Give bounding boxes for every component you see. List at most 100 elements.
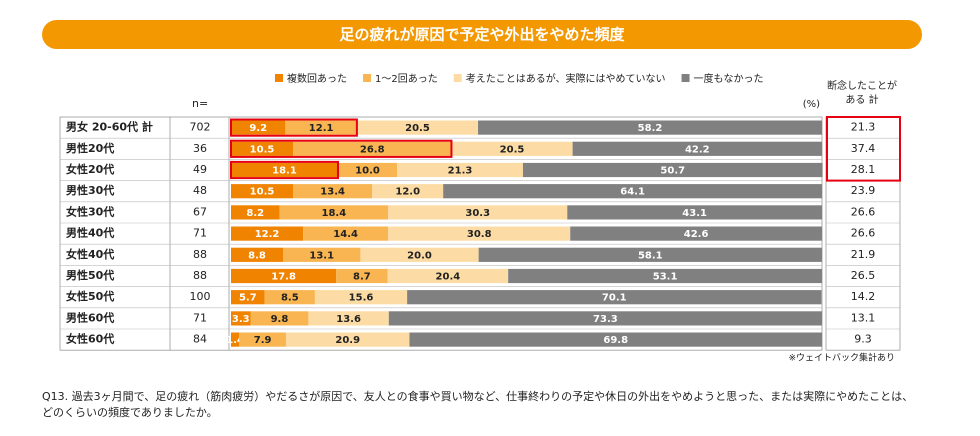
- value-label: 50.7: [660, 166, 685, 177]
- legend-swatch: [681, 74, 690, 82]
- n-value: 49: [193, 163, 207, 176]
- value-label: 53.1: [653, 272, 678, 283]
- bar-segment: [360, 247, 479, 262]
- value-label: 58.1: [638, 250, 663, 261]
- bar-segment: [388, 311, 822, 326]
- value-label: 7.9: [254, 335, 272, 346]
- value-label: 70.1: [602, 293, 627, 304]
- n-value: 71: [193, 227, 207, 240]
- value-label: 43.1: [682, 208, 707, 219]
- value-label: 20.5: [405, 123, 430, 134]
- bar-segment: [293, 141, 452, 156]
- value-label: 12.0: [395, 187, 420, 198]
- total-value: 21.3: [851, 121, 876, 134]
- value-label: 9.2: [249, 123, 267, 134]
- total-value: 37.4: [851, 142, 876, 155]
- unit-label: (%): [803, 99, 820, 110]
- legend-swatch: [275, 74, 283, 82]
- value-label: 8.5: [281, 293, 299, 304]
- bar-segment: [356, 120, 479, 135]
- highlight-box: [230, 118, 358, 137]
- n-value: 88: [193, 269, 207, 282]
- value-label: 73.3: [593, 314, 618, 325]
- value-label: 15.6: [349, 293, 374, 304]
- bar-segment: [570, 226, 822, 241]
- n-value: 88: [193, 248, 207, 261]
- legend-label: 複数回あった: [287, 72, 347, 85]
- bar-segment: [231, 290, 265, 305]
- category-label: 女性40代: [66, 247, 114, 261]
- category-label: 女性50代: [66, 289, 114, 303]
- value-label: 8.2: [246, 208, 264, 219]
- value-label: 1.4: [226, 335, 244, 346]
- chart-title: 足の疲れが原因で予定や外出をやめた頻度: [339, 26, 625, 44]
- n-value: 100: [190, 290, 211, 303]
- value-label: 18.1: [272, 166, 297, 177]
- total-header: ある 計: [845, 93, 878, 106]
- value-label: 20.9: [335, 335, 360, 346]
- legend-label: 一度もなかった: [694, 72, 764, 85]
- category-label: 女性30代: [66, 204, 114, 218]
- value-label: 64.1: [620, 187, 645, 198]
- bar-segment: [388, 226, 571, 241]
- bar-segment: [285, 120, 357, 135]
- bar-segment: [231, 268, 337, 284]
- legend-label: 1～2回あった: [375, 73, 438, 85]
- bar-segment: [478, 120, 822, 135]
- n-value: 48: [193, 184, 207, 197]
- total-value: 23.9: [851, 184, 876, 197]
- question: Q13. 過去3ヶ月間で、足の疲れ（筋肉疲労）やだるさが原因で、友人との食事や買…: [42, 390, 914, 419]
- value-label: 12.2: [255, 229, 280, 240]
- value-label: 20.0: [407, 250, 432, 261]
- bar-segment: [231, 120, 286, 135]
- value-label: 5.7: [239, 293, 257, 304]
- value-label: 20.5: [500, 144, 525, 155]
- value-label: 13.4: [320, 187, 345, 198]
- bar-segment: [231, 332, 240, 347]
- value-label: 18.4: [321, 208, 346, 219]
- bar-segment: [314, 290, 408, 305]
- note: ※ウェイトバック集計あり: [788, 352, 895, 364]
- value-label: 9.8: [271, 314, 289, 325]
- bar-segment: [372, 184, 444, 199]
- n-value: 84: [193, 333, 207, 346]
- total-value: 21.9: [851, 248, 876, 261]
- bar-segment: [387, 268, 509, 284]
- bar-segment: [279, 205, 389, 220]
- total-value: 13.1: [851, 311, 876, 324]
- bar-segment: [231, 247, 284, 262]
- title-bar: [42, 20, 922, 49]
- total-value: 14.2: [851, 290, 876, 303]
- value-label: 42.2: [685, 144, 710, 155]
- n-value: 71: [193, 311, 207, 324]
- value-label: 8.7: [353, 272, 371, 283]
- highlight-box: [230, 139, 453, 158]
- bar-segment: [337, 162, 398, 178]
- n-value: 702: [190, 121, 211, 134]
- value-label: 17.8: [271, 272, 296, 283]
- value-label: 30.3: [465, 208, 490, 219]
- value-label: 42.6: [684, 229, 709, 240]
- value-label: 10.0: [355, 166, 380, 177]
- bar-segment: [285, 332, 410, 347]
- bar-segment: [231, 311, 251, 326]
- bar-segment: [231, 184, 294, 199]
- total-header: 断念したことが: [827, 79, 897, 92]
- total-value: 26.6: [851, 205, 876, 218]
- bar-segment: [478, 247, 822, 262]
- category-label: 女性60代: [66, 332, 114, 346]
- bar-segment: [567, 205, 822, 220]
- bar-segment: [231, 205, 280, 220]
- category-label: 男女 20-60代 計: [66, 120, 153, 134]
- value-label: 10.5: [250, 187, 275, 198]
- n-value: 67: [193, 205, 207, 218]
- bar-segment: [443, 184, 822, 199]
- highlight-box: [230, 160, 339, 180]
- value-label: 8.8: [248, 250, 266, 261]
- bar-segment: [397, 162, 523, 178]
- bar-segment: [522, 162, 823, 178]
- category-label: 男性60代: [66, 310, 114, 324]
- value-label: 21.3: [448, 166, 473, 177]
- bar-segment: [451, 141, 573, 156]
